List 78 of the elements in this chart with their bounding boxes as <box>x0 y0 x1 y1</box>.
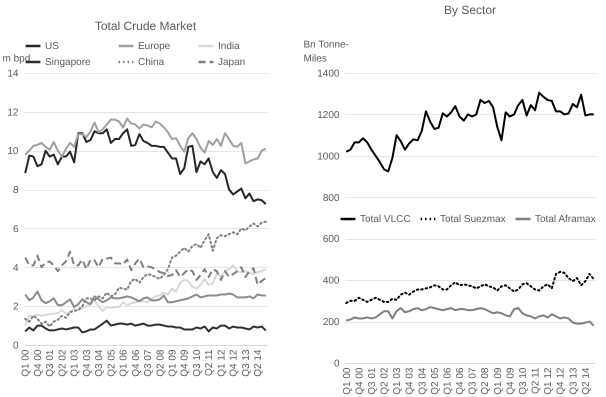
x-tick-label: Q3 10 <box>192 349 203 377</box>
line-series <box>24 220 267 328</box>
line-series <box>24 320 267 334</box>
x-tick-label: Q2 11 <box>530 367 542 394</box>
x-tick-label: Q4 12 <box>556 367 567 395</box>
y-tick-label: 6 <box>12 224 19 235</box>
y-tick-label: 1200 <box>317 110 340 121</box>
x-tick-label: Q4 09 <box>505 367 516 395</box>
y-tick-label: 0 <box>12 340 19 352</box>
y-tick-label: 4 <box>12 262 19 274</box>
x-tick-label: Q2 08 <box>155 349 166 377</box>
x-tick-label: Q4 03 <box>82 349 93 377</box>
x-tick-label: Q3 07 <box>468 367 479 395</box>
x-tick-label: Q2 02 <box>380 367 391 395</box>
x-tick-label: Q1 03 <box>392 367 404 395</box>
x-tick-label: Q4 06 <box>130 349 142 377</box>
x-tick-label: Q4 09 <box>180 349 191 377</box>
legend-label: Japan <box>218 57 246 68</box>
x-tick-label: Q1 00 <box>342 367 353 395</box>
x-tick-label: Q3 04 <box>417 367 428 395</box>
y-tick-label: 2 <box>12 302 19 313</box>
y-tick-label: 800 <box>322 192 340 204</box>
x-tick-label: Q2 14 <box>580 367 592 395</box>
y-tick-label: 1400 <box>317 68 340 80</box>
x-tick-label: Q4 03 <box>404 367 416 395</box>
x-tick-label: Q3 01 <box>45 349 56 377</box>
line-series <box>345 270 595 304</box>
x-tick-label: Q1 12 <box>216 349 228 377</box>
x-tick-label: Q2 14 <box>253 349 264 377</box>
legend-label: Europe <box>138 41 171 52</box>
x-tick-label: Q1 03 <box>70 349 81 377</box>
y-tick-label: 200 <box>322 317 340 328</box>
y-tick-label: 0 <box>334 358 340 370</box>
x-tick-label: Q2 08 <box>480 367 492 395</box>
x-tick-label: Q3 10 <box>518 367 529 395</box>
line-series <box>345 306 595 327</box>
y-axis-title: m bpd <box>2 54 30 64</box>
x-tick-label: Q2 05 <box>430 367 441 395</box>
chart-title: By Sector <box>444 3 496 17</box>
line-series <box>24 290 267 308</box>
x-tick-label: Q3 13 <box>240 349 252 377</box>
legend-label: China <box>138 57 165 68</box>
legend-label: US <box>45 41 60 52</box>
y-tick-label: 10 <box>7 146 19 158</box>
x-tick-label: Q1 00 <box>20 349 32 377</box>
x-tick-label: Q1 06 <box>442 367 454 395</box>
legend-label: Total VLCC <box>360 214 411 225</box>
chart-title: Total Crude Market <box>94 19 197 33</box>
x-tick-label: Q3 01 <box>366 367 378 395</box>
legend-label: Total Aframax <box>535 214 596 225</box>
legend-label: Total Suezmax <box>440 214 506 225</box>
x-tick-label: Q4 06 <box>455 367 466 395</box>
y-tick-label: 400 <box>322 276 340 287</box>
x-tick-label: Q1 09 <box>168 349 178 377</box>
x-tick-label: Q1 12 <box>543 367 554 395</box>
x-tick-label: Q2 02 <box>57 349 68 377</box>
x-tick-label: Q1 09 <box>492 367 504 395</box>
x-tick-label: Q3 07 <box>143 349 154 377</box>
x-tick-label: Q1 06 <box>118 349 130 377</box>
line-series <box>24 264 267 327</box>
line-series <box>24 128 267 206</box>
line-series <box>24 118 267 164</box>
y-axis-title: Bn Tonne-Miles <box>304 40 349 64</box>
x-tick-label: Q3 13 <box>568 367 580 395</box>
y-tick-label: 1000 <box>317 151 340 162</box>
y-tick-label: 8 <box>12 185 19 196</box>
x-tick-label: Q4 00 <box>32 349 44 377</box>
x-tick-label: Q4 12 <box>228 349 240 377</box>
x-tick-label: Q2 05 <box>106 349 118 377</box>
x-tick-label: Q3 04 <box>94 349 106 377</box>
y-tick-label: 12 <box>7 107 19 118</box>
legend-label: Singapore <box>45 57 92 68</box>
y-tick-label: 14 <box>7 68 19 80</box>
x-tick-label: Q2 11 <box>204 349 216 376</box>
y-tick-label: 600 <box>322 234 340 246</box>
legend-label: India <box>218 41 240 52</box>
line-series <box>345 92 595 172</box>
x-tick-label: Q4 00 <box>354 367 366 395</box>
